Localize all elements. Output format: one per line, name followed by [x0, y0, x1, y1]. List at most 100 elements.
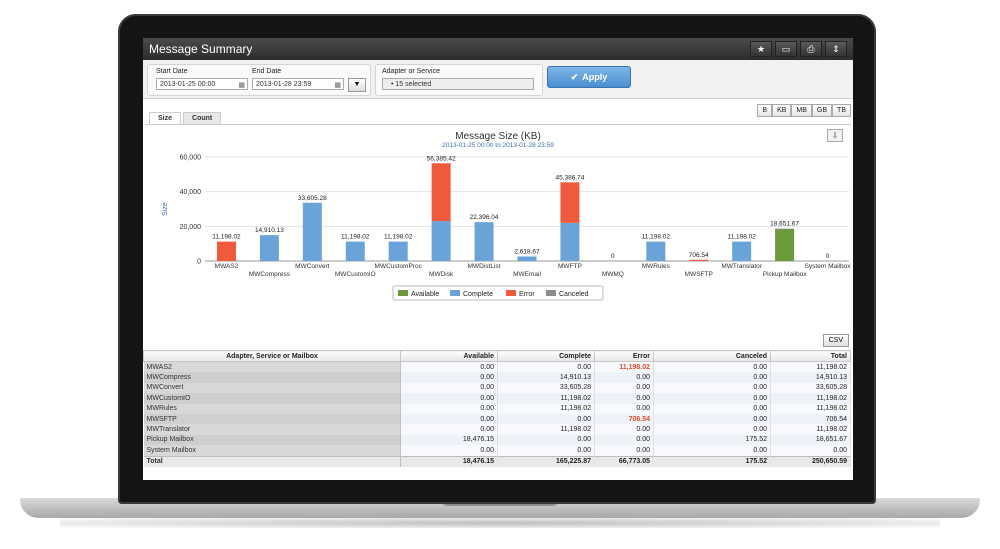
- value-cell: 0.00: [770, 445, 851, 457]
- star-icon[interactable]: ★: [750, 41, 772, 57]
- end-date-input[interactable]: 2013-01-28 23:59 ▦: [252, 78, 344, 90]
- legend-box: [392, 285, 604, 301]
- check-icon: ✔: [570, 71, 579, 82]
- download-icon[interactable]: ⇩: [827, 129, 843, 142]
- value-cell: 0.00: [400, 413, 498, 425]
- data-label: 11,198.02: [642, 234, 671, 241]
- tab-size[interactable]: Size: [149, 112, 182, 124]
- total-cell: 250,650.59: [770, 455, 851, 467]
- bar-segment: [345, 241, 365, 261]
- bar-segment: [302, 202, 322, 261]
- table-row[interactable]: MWTranslator 0.00 11,198.02 0.00 0.00 11,198.…: [143, 424, 851, 435]
- legend-swatch: [546, 290, 556, 296]
- date-preset-dropdown[interactable]: ▼: [348, 78, 366, 92]
- date-range-group: Start Date 2013-01-25 00:00 ▦ End Date 2…: [147, 64, 371, 96]
- reorder-icon[interactable]: ⇕: [825, 41, 847, 57]
- row-name-cell: MWCompress: [143, 372, 401, 383]
- calendar-icon[interactable]: ▦: [238, 82, 245, 89]
- data-label: 11,198.02: [341, 234, 370, 241]
- unit-mb[interactable]: MB: [791, 104, 812, 117]
- data-label: 33,605.28: [298, 195, 327, 202]
- start-date-input[interactable]: 2013-01-25 00:00 ▦: [156, 78, 248, 90]
- value-cell: 11,198.02: [770, 393, 851, 404]
- table-row[interactable]: MWRules 0.00 11,198.02 0.00 0.00 11,198.02: [143, 403, 851, 414]
- x-tick-label: MWFTP: [558, 263, 582, 270]
- value-cell: 11,198.02: [497, 393, 595, 404]
- x-tick-label: MWTranslator: [721, 263, 762, 270]
- start-date-value: 2013-01-25 00:00: [160, 81, 216, 88]
- x-tick-label: MWMQ: [602, 271, 624, 278]
- column-header[interactable]: Complete: [497, 350, 595, 362]
- total-row: Total 18,476.15 165,225.87 66,773.05 175.52 2…: [143, 455, 851, 467]
- x-tick-label: MWCustomIO: [335, 271, 376, 278]
- legend-item: Error: [519, 291, 535, 298]
- unit-b[interactable]: B: [757, 104, 773, 117]
- table-row[interactable]: MWSFTP 0.00 0.00 706.54 0.00 706.54: [143, 413, 851, 425]
- table-row[interactable]: MWAS2 0.00 0.00 11,198.02 0.00 11,198.02: [143, 361, 851, 373]
- table-row[interactable]: System Mailbox 0.00 0.00 0.00 0.00 0.00: [143, 445, 851, 457]
- unit-tb[interactable]: TB: [832, 104, 851, 117]
- data-label: 0: [826, 253, 830, 260]
- adapter-selected-count: 15 selected: [395, 81, 432, 88]
- chart-title: Message Size (KB): [455, 131, 541, 142]
- title-toolbar: ★ ▭ ⎙ ⇕: [750, 41, 847, 57]
- calendar-icon[interactable]: ▦: [334, 82, 341, 89]
- value-cell: 0.00: [653, 403, 771, 414]
- column-header[interactable]: Available: [400, 350, 498, 362]
- row-name-cell: MWConvert: [143, 382, 401, 394]
- value-cell: 0.00: [497, 413, 595, 425]
- table-row[interactable]: Pickup Mailbox 18,476.15 0.00 0.00 175.52 18,…: [143, 434, 851, 446]
- table-row[interactable]: MWCompress 0.00 14,910.13 0.00 0.00 14,910.13: [143, 372, 851, 383]
- value-cell: 0.00: [653, 372, 771, 383]
- value-cell: 0.00: [594, 382, 654, 394]
- apply-button[interactable]: ✔ Apply: [547, 66, 631, 88]
- x-tick-label: MWEmail: [513, 271, 541, 278]
- bar-segment: [689, 259, 709, 261]
- column-header[interactable]: Adapter, Service or Mailbox: [143, 350, 401, 362]
- column-header[interactable]: Error: [594, 350, 654, 362]
- legend-item: Available: [411, 291, 439, 298]
- csv-button[interactable]: CSV: [822, 334, 849, 347]
- value-cell: 33,605.28: [497, 382, 595, 394]
- table-row[interactable]: MWCustomIO 0.00 11,198.02 0.00 0.00 11,198.02: [143, 393, 851, 404]
- column-header[interactable]: Total: [770, 350, 851, 362]
- x-tick-label: MWDisk: [429, 271, 454, 278]
- x-tick-label: MWConvert: [295, 263, 330, 270]
- value-cell: 0.00: [400, 424, 498, 435]
- column-header[interactable]: Canceled: [653, 350, 771, 362]
- data-label: 11,198.02: [384, 234, 413, 241]
- value-cell: 14,910.13: [497, 372, 595, 383]
- data-label: 11,198.02: [212, 234, 241, 241]
- table-row[interactable]: MWConvert 0.00 33,605.28 0.00 0.00 33,605.28: [143, 382, 851, 394]
- x-tick-label: MWCompress: [249, 271, 291, 278]
- bar-segment: [775, 228, 795, 261]
- print-icon[interactable]: ⎙: [800, 41, 822, 57]
- chart-tabs: Size Count: [149, 112, 222, 124]
- value-cell: 11,198.02: [770, 424, 851, 435]
- adapter-select[interactable]: • 15 selected: [382, 78, 534, 90]
- chart-panel: Message Size (KB) 2013-01-25 00:00 to 201…: [145, 124, 851, 315]
- value-cell: 0.00: [653, 361, 771, 373]
- value-cell: 18,476.15: [400, 434, 498, 446]
- legend-item: Complete: [463, 291, 493, 298]
- unit-kb[interactable]: KB: [772, 104, 792, 117]
- data-label: 11,198.02: [727, 234, 756, 241]
- value-cell: 0.00: [653, 424, 771, 435]
- bar-segment: [259, 235, 279, 261]
- value-cell: 0.00: [400, 393, 498, 404]
- monitor-icon[interactable]: ▭: [775, 41, 797, 57]
- bar-chart: Message Size (KB)2013-01-25 00:00 to 201…: [162, 131, 851, 301]
- row-name-cell: MWAS2: [143, 361, 401, 373]
- apply-label: Apply: [582, 72, 608, 82]
- value-cell: 0.00: [497, 361, 595, 373]
- value-cell: 0.00: [653, 413, 771, 425]
- row-name-cell: MWCustomIO: [143, 393, 401, 404]
- x-tick-label: MWAS2: [215, 263, 239, 270]
- value-cell: 0.00: [400, 403, 498, 414]
- x-tick-label: Pickup Mailbox: [763, 271, 807, 278]
- value-cell: 0.00: [594, 403, 654, 414]
- unit-gb[interactable]: GB: [811, 104, 833, 117]
- tab-count[interactable]: Count: [183, 112, 222, 124]
- value-cell: 14,910.13: [770, 372, 851, 383]
- bar-segment: [474, 222, 494, 261]
